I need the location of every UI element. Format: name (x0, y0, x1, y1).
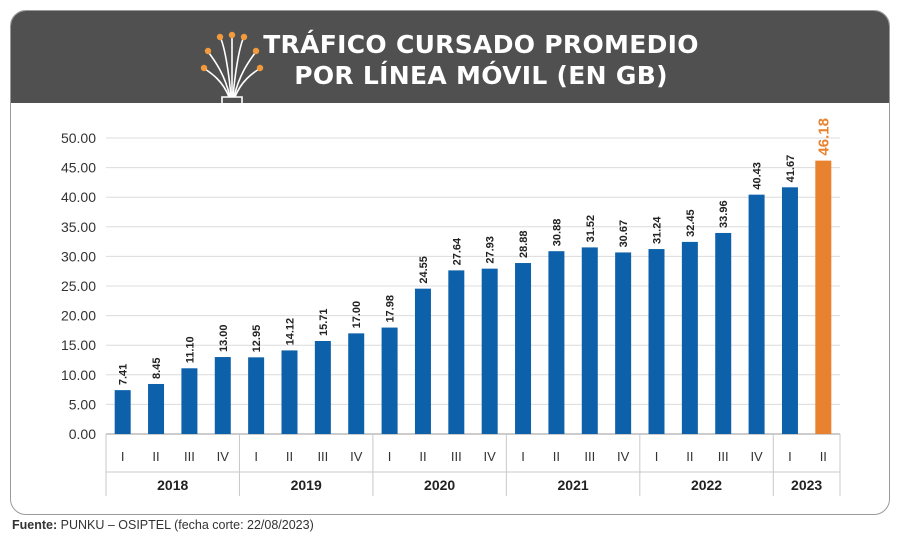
x-category-label: II (419, 449, 426, 464)
x-category-label: I (655, 449, 659, 464)
bar-value-label: 17.00 (351, 301, 363, 329)
x-category-label: I (788, 449, 792, 464)
chart-header: TRÁFICO CURSADO PROMEDIO POR LÍNEA MÓVIL… (11, 11, 889, 103)
x-category-label: II (553, 449, 560, 464)
x-category-label: IV (217, 449, 230, 464)
bar (815, 160, 832, 435)
source-label: Fuente: (12, 518, 58, 532)
y-tick-label: 20.00 (61, 308, 96, 324)
y-tick-label: 10.00 (61, 367, 96, 383)
source-text: PUNKU – OSIPTEL (fecha corte: 22/08/2023… (57, 518, 314, 532)
year-group-label: 2018 (157, 477, 188, 493)
x-category-label: IV (750, 449, 763, 464)
bar-value-label: 7.41 (118, 364, 130, 385)
x-category-label: III (317, 449, 328, 464)
bar (448, 270, 465, 434)
bar (715, 232, 732, 434)
x-category-label: I (521, 449, 525, 464)
chart-title: TRÁFICO CURSADO PROMEDIO POR LÍNEA MÓVIL… (241, 29, 721, 91)
x-category-label: II (152, 449, 159, 464)
y-tick-label: 25.00 (61, 278, 96, 294)
bar-value-label: 27.93 (485, 236, 497, 264)
bar (248, 357, 265, 434)
title-line-1: TRÁFICO CURSADO PROMEDIO (263, 30, 699, 59)
x-category-label: I (388, 449, 392, 464)
bar (414, 288, 431, 434)
bar-value-label: 17.98 (385, 295, 397, 323)
bar-value-label: 31.52 (585, 215, 597, 243)
x-category-label: IV (350, 449, 363, 464)
x-category-label: I (121, 449, 125, 464)
year-group-label: 2023 (791, 477, 822, 493)
bar-value-label: 27.64 (451, 237, 463, 265)
bar (114, 390, 131, 434)
bar (214, 357, 231, 434)
bar-value-label: 28.88 (518, 230, 530, 258)
bar (281, 350, 298, 434)
bar-value-label: 41.67 (785, 155, 797, 183)
bar (148, 383, 165, 434)
x-category-label: III (584, 449, 595, 464)
y-tick-label: 35.00 (61, 219, 96, 235)
bar-value-label: 30.67 (618, 220, 630, 248)
fiber-optic-icon (200, 31, 264, 103)
x-category-label: III (718, 449, 729, 464)
bar (181, 368, 198, 434)
x-category-label: II (686, 449, 693, 464)
year-group-label: 2020 (424, 477, 455, 493)
bar (748, 194, 765, 434)
y-tick-label: 30.00 (61, 248, 96, 264)
bar (381, 327, 398, 434)
bar (781, 187, 798, 434)
x-category-label: III (451, 449, 462, 464)
bar-value-label: 12.95 (251, 325, 263, 353)
y-tick-label: 5.00 (69, 396, 96, 412)
title-line-2: POR LÍNEA MÓVIL (EN GB) (294, 61, 668, 90)
bar-value-label: 40.43 (752, 162, 764, 190)
y-tick-label: 45.00 (61, 160, 96, 176)
y-tick-label: 50.00 (61, 130, 96, 146)
bar-value-label: 11.10 (184, 336, 196, 363)
y-tick-label: 0.00 (69, 426, 96, 442)
year-group-label: 2022 (691, 477, 722, 493)
source-note: Fuente: PUNKU – OSIPTEL (fecha corte: 22… (12, 518, 314, 532)
x-category-label: III (184, 449, 195, 464)
bar (681, 241, 698, 434)
bar (581, 247, 598, 434)
x-category-label: II (820, 449, 827, 464)
bar (648, 249, 665, 434)
bar (481, 268, 498, 434)
bar-value-label: 8.45 (151, 358, 163, 379)
x-category-label: II (286, 449, 293, 464)
y-tick-label: 40.00 (61, 189, 96, 205)
bar-value-label: 31.24 (652, 216, 664, 244)
x-category-label: IV (484, 449, 497, 464)
bar (615, 252, 632, 434)
bar-value-label: 30.88 (551, 219, 563, 247)
bar (548, 251, 565, 434)
bar-value-label: 14.12 (285, 318, 297, 346)
y-tick-label: 15.00 (61, 337, 96, 353)
x-category-label: I (254, 449, 258, 464)
year-group-label: 2019 (291, 477, 322, 493)
bar-value-label: 46.18 (815, 118, 832, 156)
year-group-label: 2021 (558, 477, 589, 493)
bar-value-label: 13.00 (218, 325, 230, 353)
bar (348, 333, 365, 434)
bar-value-label: 32.45 (685, 209, 697, 237)
x-category-label: IV (617, 449, 630, 464)
bar-value-label: 15.71 (318, 308, 330, 336)
bar-value-label: 24.55 (418, 256, 430, 284)
bar-value-label: 33.96 (718, 200, 730, 228)
bar (515, 263, 532, 434)
bar (314, 340, 331, 434)
